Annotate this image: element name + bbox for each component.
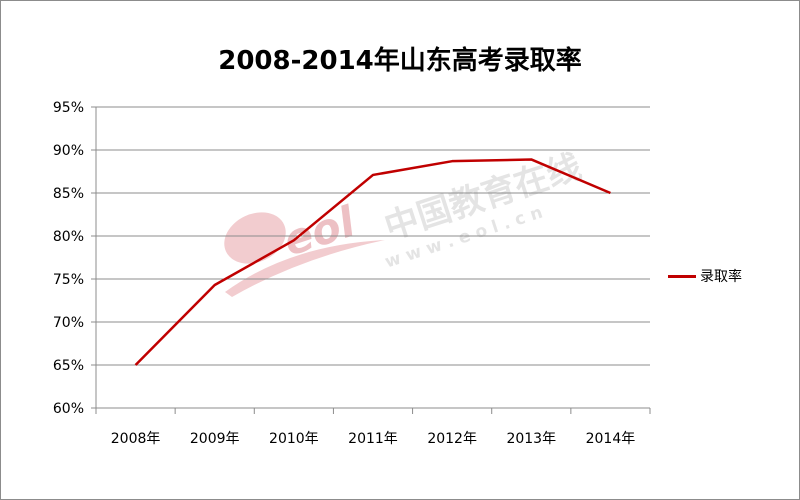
x-tick-label: 2014年 — [586, 431, 636, 447]
y-tick-label: 70% — [53, 315, 84, 331]
y-tick-labels: 60% 65% 70% 75% 80% 85% 90% 95% — [53, 100, 84, 417]
y-tick-label: 90% — [53, 143, 84, 159]
x-tick-label: 2009年 — [190, 431, 240, 447]
x-tick-label: 2011年 — [348, 431, 398, 447]
y-tick-label: 95% — [53, 100, 84, 116]
y-tick-label: 75% — [53, 272, 84, 288]
x-tick-labels: 2008年 2009年 2010年 2011年 2012年 2013年 2014年 — [111, 431, 635, 447]
y-tick-label: 80% — [53, 229, 84, 245]
series-lines — [134, 158, 611, 366]
x-tick-label: 2013年 — [506, 431, 556, 447]
chart-title: 2008-2014年山东高考录取率 — [218, 46, 582, 76]
legend-label: 录取率 — [700, 269, 742, 285]
watermark-logo-e — [224, 212, 286, 264]
y-tick-label: 85% — [53, 186, 84, 202]
watermark-swoosh — [225, 240, 385, 297]
y-tick-label: 65% — [53, 358, 84, 374]
x-tick-label: 2010年 — [269, 431, 319, 447]
y-gridlines — [91, 106, 650, 409]
x-tick-label: 2012年 — [427, 431, 477, 447]
y-tick-label: 60% — [53, 401, 84, 417]
watermark-logo-text: eol — [277, 197, 361, 266]
legend: 录取率 — [668, 266, 742, 286]
x-axis — [95, 107, 651, 414]
x-tick-label: 2008年 — [111, 431, 161, 447]
legend-swatch — [668, 274, 696, 278]
